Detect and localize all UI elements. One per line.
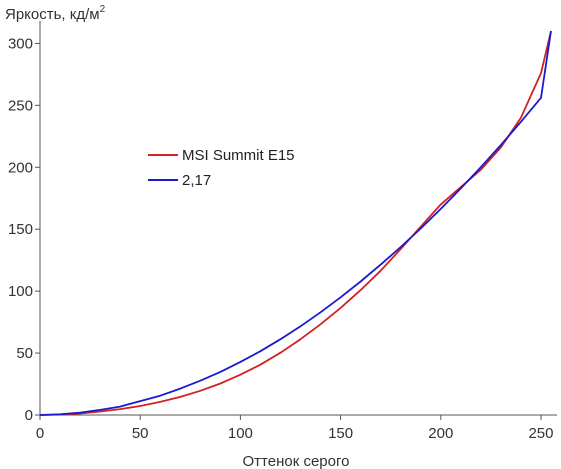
y-tick-label-0: 0 xyxy=(25,407,33,424)
series-layer xyxy=(39,30,552,416)
legend: MSI Summit E15 2,17 xyxy=(148,147,295,189)
x-axis-title: Оттенок серого xyxy=(243,453,350,469)
y-tick-label-200: 200 xyxy=(8,159,33,176)
y-tick-label-250: 250 xyxy=(8,97,33,114)
y-tick-label-100: 100 xyxy=(8,283,33,300)
legend-label-series-2: 2,17 xyxy=(182,172,211,189)
legend-label-series-1: MSI Summit E15 xyxy=(182,147,295,164)
y-axis-title-superscript: 2 xyxy=(100,4,106,15)
y-tick-label-150: 150 xyxy=(8,221,33,238)
y-axis-title: Яркость, кд/м2 xyxy=(5,4,106,23)
x-tick-label-150: 150 xyxy=(328,425,353,442)
y-tick-label-300: 300 xyxy=(8,35,33,52)
x-tick-label-250: 250 xyxy=(528,425,553,442)
x-tick-label-100: 100 xyxy=(228,425,253,442)
x-tick-label-200: 200 xyxy=(428,425,453,442)
y-ticks: 0 50 100 150 200 250 300 xyxy=(8,35,40,424)
x-tick-label-0: 0 xyxy=(36,425,44,442)
y-tick-label-50: 50 xyxy=(16,345,33,362)
axes xyxy=(39,21,557,416)
x-tick-label-50: 50 xyxy=(132,425,149,442)
y-axis-title-text: Яркость, кд/м xyxy=(5,6,100,23)
x-ticks: 0 50 100 150 200 250 xyxy=(36,415,553,442)
series-line-2 xyxy=(39,30,552,416)
